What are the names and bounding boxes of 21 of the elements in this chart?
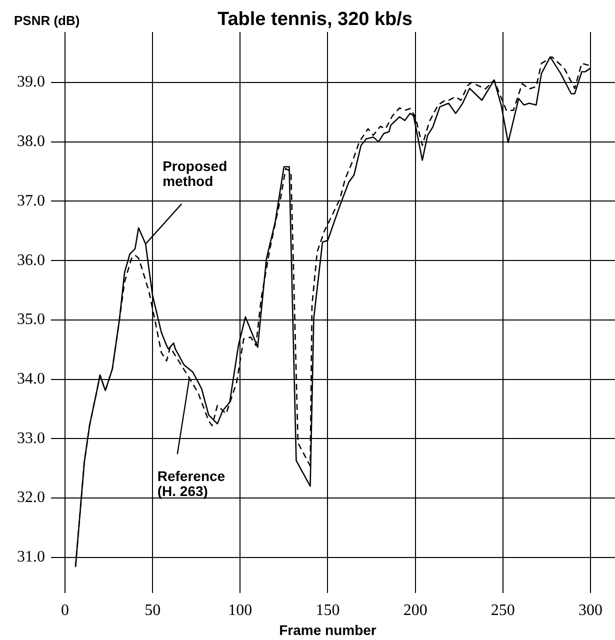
chart-title: Table tennis, 320 kb/s: [217, 9, 413, 30]
x-tick-label: 50: [144, 602, 161, 619]
x-tick-label: 150: [316, 602, 340, 619]
y-axis-title: PSNR (dB): [14, 13, 80, 28]
x-tick-label: 200: [403, 602, 428, 619]
x-tick-label: 0: [61, 602, 70, 619]
x-tick-label: 250: [490, 602, 515, 619]
y-tick-label: 37.0: [17, 192, 45, 210]
y-tick-label: 36.0: [17, 252, 45, 269]
x-tick-label: 100: [228, 602, 252, 619]
y-tick-label: 39.0: [17, 74, 45, 91]
y-tick-label: 31.0: [17, 548, 45, 566]
x-axis-title: Frame number: [279, 622, 377, 638]
y-tick-label: 33.0: [17, 430, 45, 447]
y-tick-label: 38.0: [17, 133, 45, 150]
annotation: Proposed method: [162, 158, 228, 189]
annotation: Reference (H. 263): [157, 468, 226, 500]
x-tick-label: 300: [578, 602, 602, 619]
y-tick-label: 32.0: [17, 489, 45, 506]
y-tick-label: 35.0: [17, 311, 45, 328]
y-tick-label: 34.0: [17, 370, 45, 388]
